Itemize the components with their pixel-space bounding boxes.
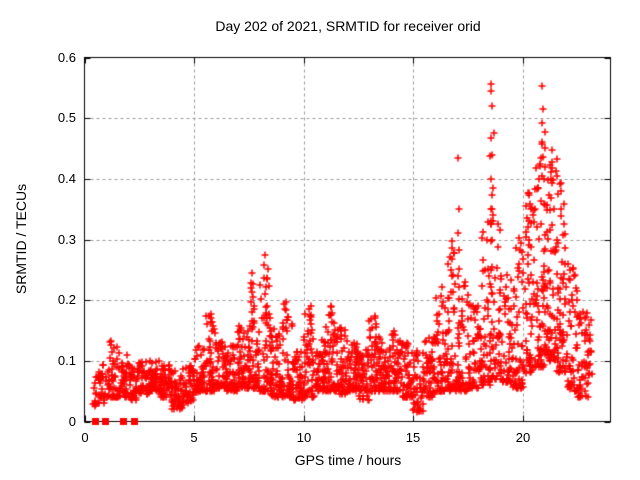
x-tick-label: 20 (515, 430, 531, 445)
y-tick-label: 0.6 (57, 50, 76, 65)
x-tick-label: 10 (296, 430, 312, 445)
y-tick-label: 0.1 (57, 353, 76, 368)
chart-title: Day 202 of 2021, SRMTID for receiver ori… (215, 18, 481, 34)
x-tick-label: 5 (190, 430, 198, 445)
y-tick-label: 0 (68, 414, 76, 429)
x-tick-label: 0 (81, 430, 89, 445)
y-tick-label: 0.3 (57, 232, 76, 247)
y-tick-label: 0.5 (57, 110, 76, 125)
y-tick-label: 0.2 (57, 292, 76, 307)
y-tick-label: 0.4 (57, 171, 76, 186)
x-axis-label: GPS time / hours (294, 452, 402, 468)
x-tick-label: 15 (405, 430, 421, 445)
